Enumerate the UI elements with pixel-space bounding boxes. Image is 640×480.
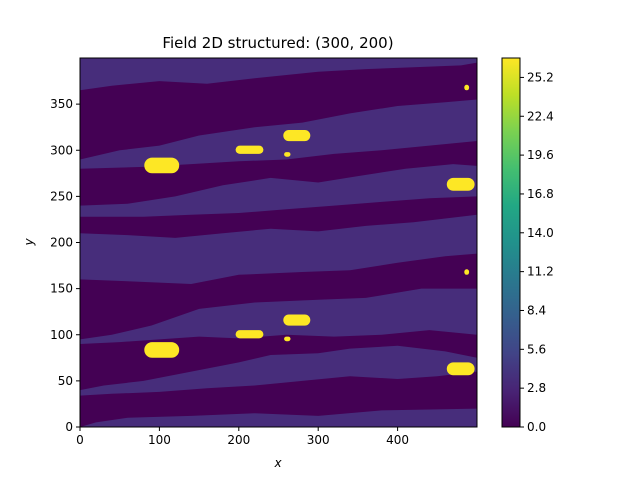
- x-axis-label: x: [273, 456, 282, 470]
- field-band: [80, 164, 477, 217]
- field-band: [80, 345, 477, 396]
- high-value-blob: [284, 336, 291, 342]
- x-axis-ticks: 0 100 200 300 400: [76, 427, 409, 447]
- field-band: [80, 288, 477, 344]
- y-axis-ticks: 0 50 100 150 200 250 300 350: [50, 97, 80, 434]
- high-value-blob: [283, 314, 311, 326]
- x-tick-label: 0: [76, 433, 84, 447]
- y-axis-label: y: [22, 238, 36, 247]
- y-tick-label: 300: [50, 143, 73, 157]
- y-tick-label: 250: [50, 189, 73, 203]
- high-value-blob: [235, 330, 264, 339]
- high-value-blob: [446, 362, 475, 376]
- colorbar-tick-label: 22.4: [527, 109, 554, 123]
- high-value-blob: [464, 269, 470, 275]
- plot-area: [79, 57, 478, 428]
- y-tick-label: 100: [50, 328, 73, 342]
- high-value-blobs: [144, 84, 475, 376]
- x-tick-label: 400: [386, 433, 409, 447]
- field-band: [80, 58, 477, 91]
- high-value-blob: [235, 145, 264, 154]
- high-value-blob: [283, 130, 311, 142]
- field-band: [80, 214, 477, 284]
- colorbar-tick-label: 11.2: [527, 265, 554, 279]
- colorbar-tick-label: 2.8: [527, 381, 546, 395]
- y-tick-label: 150: [50, 282, 73, 296]
- field-band: [80, 99, 477, 169]
- colorbar-tick-label: 14.0: [527, 226, 554, 240]
- y-tick-label: 350: [50, 97, 73, 111]
- colorbar-tick-label: 25.2: [527, 70, 554, 84]
- y-tick-label: 200: [50, 236, 73, 250]
- x-tick-label: 300: [307, 433, 330, 447]
- field-band: [80, 408, 477, 427]
- colorbar-tick-label: 5.6: [527, 342, 546, 356]
- high-value-blob: [284, 152, 291, 157]
- high-value-blob: [464, 84, 470, 91]
- colorbar: [501, 57, 521, 428]
- x-tick-label: 100: [148, 433, 171, 447]
- colorbar-ticks: 0.0 2.8 5.6 8.4 11.2 14.0 16.8 19.6 22.4 25.2: [520, 70, 554, 434]
- colorbar-tick-label: 0.0: [527, 420, 546, 434]
- colorbar-tick-label: 8.4: [527, 303, 546, 317]
- high-value-blob: [446, 177, 475, 191]
- y-tick-label: 0: [65, 420, 73, 434]
- high-value-blob: [144, 157, 180, 174]
- colorbar-tick-label: 19.6: [527, 148, 554, 162]
- chart-title: Field 2D structured: (300, 200): [162, 34, 393, 52]
- high-value-blob: [144, 342, 180, 358]
- y-tick-label: 50: [58, 374, 73, 388]
- colorbar-tick-label: 16.8: [527, 187, 554, 201]
- x-tick-label: 200: [227, 433, 250, 447]
- field-bands: [80, 58, 477, 427]
